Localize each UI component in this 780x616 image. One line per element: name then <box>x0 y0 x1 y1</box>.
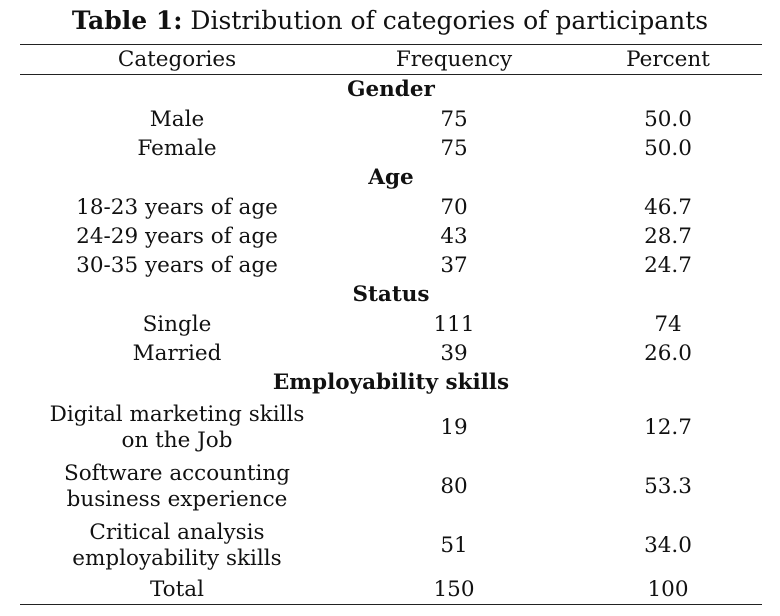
table-row: Married 39 26.0 <box>20 339 762 368</box>
frequency-cell: 70 <box>440 195 468 220</box>
section-title: Status <box>352 282 430 307</box>
total-row: Total 150 100 <box>20 575 762 605</box>
percent-cell: 26.0 <box>644 341 692 366</box>
frequency-cell: 111 <box>433 312 475 337</box>
table-caption-title: Distribution of categories of participan… <box>182 6 709 35</box>
percent-cell: 74 <box>654 312 682 337</box>
total-percent-cell: 100 <box>647 577 689 602</box>
section-title: Employability skills <box>272 370 510 395</box>
frequency-cell: 80 <box>440 473 468 499</box>
frequency-cell: 19 <box>440 414 468 440</box>
section-row-status: Status <box>20 280 762 310</box>
table-row: 30-35 years of age 37 24.7 <box>20 251 762 280</box>
category-line: on the Job <box>121 427 233 453</box>
category-cell: Female <box>137 136 217 161</box>
section-row-gender: Gender <box>20 75 762 106</box>
section-row-employability-skills: Employability skills <box>20 368 762 398</box>
category-line: Critical analysis <box>89 519 265 545</box>
frequency-cell: 37 <box>440 253 468 278</box>
frequency-cell: 51 <box>440 532 468 558</box>
category-cell: Male <box>149 107 205 132</box>
percent-cell: 34.0 <box>644 532 692 558</box>
frequency-cell: 39 <box>440 341 468 366</box>
category-cell: Software accounting business experience <box>20 457 334 516</box>
table-row: Critical analysis employability skills 51… <box>20 516 762 575</box>
frequency-cell: 75 <box>440 136 468 161</box>
total-frequency-cell: 150 <box>433 577 475 602</box>
category-cell: 18-23 years of age <box>76 195 278 220</box>
percent-cell: 50.0 <box>644 136 692 161</box>
frequency-cell: 43 <box>440 224 468 249</box>
category-cell: Married <box>132 341 222 366</box>
table-caption-label: Table 1: <box>71 6 183 35</box>
table-row: Female 75 50.0 <box>20 134 762 163</box>
table-row: Male 75 50.0 <box>20 105 762 134</box>
table-row: Software accounting business experience 8… <box>20 457 762 516</box>
header-categories: Categories <box>20 44 334 75</box>
category-cell: 24-29 years of age <box>76 224 278 249</box>
category-line: employability skills <box>72 545 282 571</box>
section-title: Gender <box>347 77 435 102</box>
header-row: Categories Frequency Percent <box>20 44 762 75</box>
frequency-cell: 75 <box>440 107 468 132</box>
table-caption: Table 1: Distribution of categories of p… <box>0 6 780 36</box>
section-row-age: Age <box>20 163 762 193</box>
percent-cell: 28.7 <box>644 224 692 249</box>
category-cell: Single <box>142 312 212 337</box>
percent-cell: 12.7 <box>644 414 692 440</box>
category-cell: Critical analysis employability skills <box>20 516 334 575</box>
category-line: Software accounting <box>64 460 290 486</box>
category-line: Digital marketing skills <box>49 401 305 427</box>
percent-cell: 46.7 <box>644 195 692 220</box>
category-cell: 30-35 years of age <box>76 253 278 278</box>
total-label-cell: Total <box>150 577 204 602</box>
percent-cell: 53.3 <box>644 473 692 499</box>
table-row: 24-29 years of age 43 28.7 <box>20 222 762 251</box>
table-row: Digital marketing skills on the Job 19 12… <box>20 398 762 457</box>
participants-table: Categories Frequency Percent Gender Male… <box>20 44 762 605</box>
section-title: Age <box>368 165 414 190</box>
percent-cell: 50.0 <box>644 107 692 132</box>
category-line: business experience <box>66 486 288 512</box>
table-row: Single 111 74 <box>20 310 762 339</box>
percent-cell: 24.7 <box>644 253 692 278</box>
category-cell: Digital marketing skills on the Job <box>20 398 334 457</box>
header-frequency: Frequency <box>334 44 574 75</box>
header-percent: Percent <box>574 44 762 75</box>
table-row: 18-23 years of age 70 46.7 <box>20 193 762 222</box>
